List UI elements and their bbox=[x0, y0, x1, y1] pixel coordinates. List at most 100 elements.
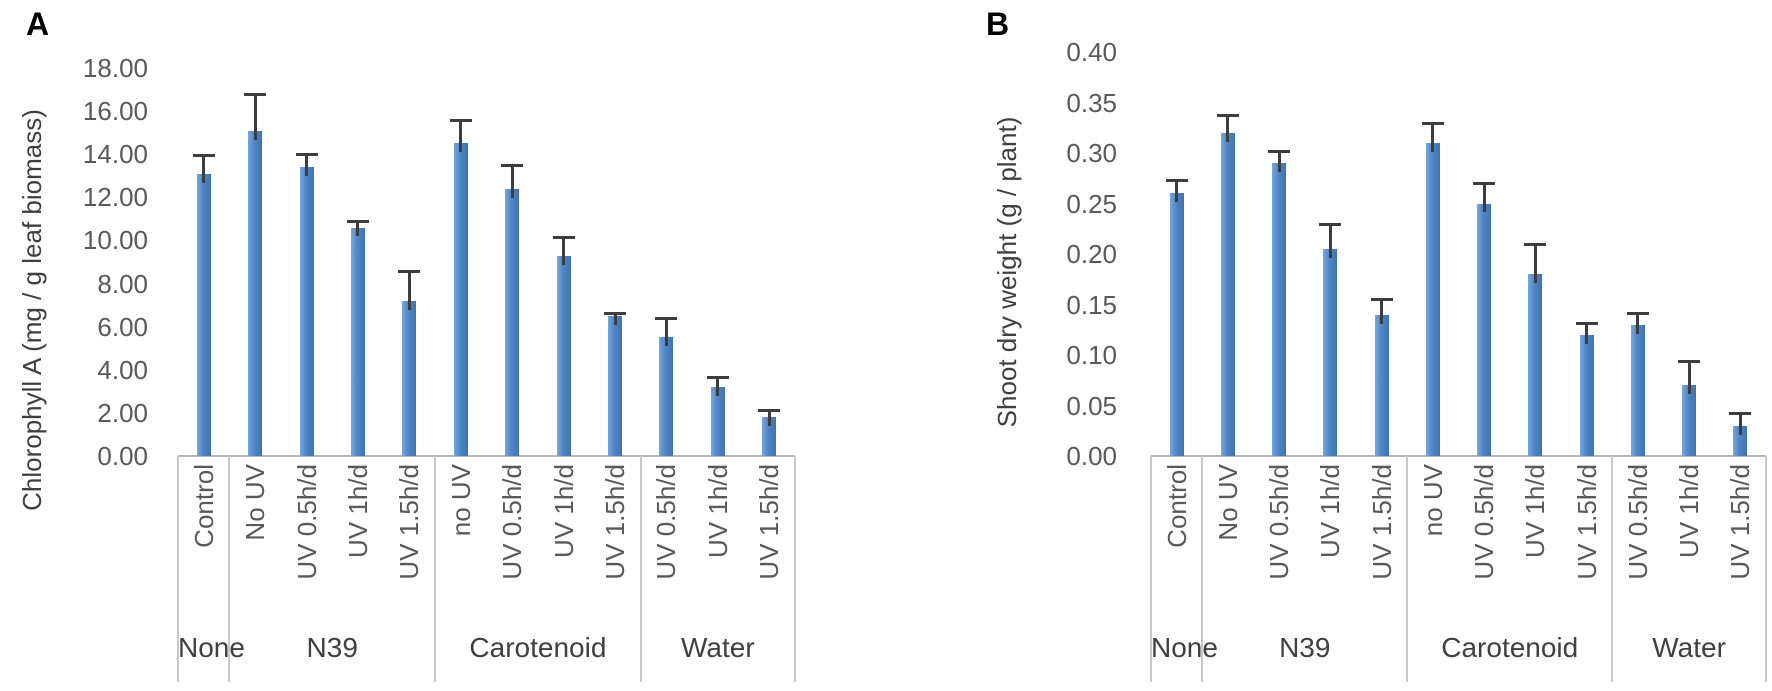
y-tick-label: 0.00 bbox=[97, 441, 148, 471]
error-bar-whisker bbox=[1175, 180, 1179, 203]
error-bar-cap bbox=[1524, 242, 1547, 246]
bar-uv-0-5h-d bbox=[1272, 163, 1287, 456]
bar-no-uv bbox=[1425, 142, 1440, 456]
error-bar-cap bbox=[1370, 298, 1393, 302]
bar-uv-1h-d bbox=[350, 227, 365, 456]
error-bar-cap bbox=[244, 92, 267, 96]
y-tick-label: 14.00 bbox=[82, 139, 148, 170]
group-divider-line bbox=[1611, 456, 1614, 682]
error-bar-cap bbox=[1473, 182, 1496, 186]
y-tick-label: 0.40 bbox=[1066, 37, 1117, 67]
error-bar-whisker bbox=[510, 165, 514, 198]
y-tick-label: 12.00 bbox=[82, 182, 148, 213]
group-label-n39: N39 bbox=[1279, 632, 1331, 663]
error-bar-whisker bbox=[1533, 243, 1537, 284]
group-label-carotenoid: Carotenoid bbox=[469, 632, 607, 663]
x-category-label-uv-1h-d: UV 1h/d bbox=[1520, 464, 1551, 558]
bar-uv-1-5h-d bbox=[1374, 314, 1389, 456]
group-divider-line bbox=[1150, 456, 1152, 682]
y-tick-label: 6.00 bbox=[97, 311, 148, 342]
y-tick-label: 10.00 bbox=[82, 225, 148, 256]
group-divider-line bbox=[228, 456, 231, 682]
error-bar-whisker bbox=[202, 155, 206, 183]
error-bar-cap bbox=[1729, 411, 1752, 415]
bar-uv-1h-d bbox=[710, 387, 725, 456]
error-bar-cap bbox=[706, 376, 729, 380]
error-bar-cap bbox=[398, 269, 421, 273]
x-category-label-control: Control bbox=[1161, 464, 1192, 548]
error-bar-whisker bbox=[716, 377, 720, 396]
error-bar-whisker bbox=[356, 221, 360, 237]
y-tick-label: 0.00 bbox=[1066, 441, 1117, 471]
error-bar-cap bbox=[1268, 149, 1291, 153]
group-divider-line bbox=[794, 456, 796, 682]
bar-control bbox=[1169, 193, 1184, 456]
error-bar-cap bbox=[1165, 179, 1188, 183]
error-bar-whisker bbox=[1226, 114, 1230, 142]
bar-uv-1-5h-d bbox=[608, 315, 623, 456]
error-bar-whisker bbox=[767, 409, 771, 427]
error-bar-whisker bbox=[1636, 312, 1640, 334]
y-tick-label: 4.00 bbox=[97, 354, 148, 385]
y-tick-label: 0.10 bbox=[1066, 340, 1117, 370]
group-divider-line bbox=[1765, 456, 1767, 682]
bar-uv-0-5h-d bbox=[1477, 203, 1492, 456]
error-bar-whisker bbox=[1328, 223, 1332, 258]
group-divider-line bbox=[434, 456, 437, 682]
x-category-label-uv-1-5h-d: UV 1.5h/d bbox=[1366, 464, 1397, 580]
error-bar-cap bbox=[501, 164, 524, 167]
group-label-carotenoid: Carotenoid bbox=[1441, 632, 1579, 663]
bar-uv-0-5h-d bbox=[659, 337, 674, 456]
y-tick-label: 0.30 bbox=[1066, 138, 1117, 168]
error-bar-cap bbox=[1626, 311, 1649, 315]
bar-uv-1h-d bbox=[1323, 248, 1338, 456]
panel-letter-a: A bbox=[26, 6, 50, 42]
x-category-label-no-uv: no UV bbox=[1417, 464, 1448, 537]
bar-uv-1h-d bbox=[1682, 385, 1697, 456]
error-bar-whisker bbox=[1687, 361, 1691, 395]
bar-uv-1-5h-d bbox=[762, 417, 777, 456]
error-bar-whisker bbox=[613, 312, 617, 325]
error-bar-cap bbox=[295, 153, 318, 157]
error-bar-whisker bbox=[1738, 412, 1742, 435]
group-label-none: None bbox=[1151, 632, 1218, 663]
x-axis-line bbox=[1151, 455, 1766, 457]
y-tick-label: 8.00 bbox=[97, 268, 148, 299]
x-category-label-uv-0-5h-d: UV 0.5h/d bbox=[1264, 464, 1295, 580]
error-bar-whisker bbox=[407, 270, 411, 310]
error-bar-cap bbox=[1575, 321, 1598, 325]
x-category-label-no-uv: No UV bbox=[1212, 464, 1243, 541]
error-bar-whisker bbox=[459, 119, 463, 153]
y-tick-label: 18.00 bbox=[82, 53, 148, 83]
error-bar-whisker bbox=[1585, 322, 1589, 344]
group-divider-line bbox=[1406, 456, 1409, 682]
bar-no-uv bbox=[1220, 132, 1235, 456]
error-bar-cap bbox=[655, 317, 678, 321]
bar-uv-1h-d bbox=[556, 255, 571, 456]
x-category-label-uv-1h-d: UV 1h/d bbox=[1315, 464, 1346, 558]
y-tick-label: 2.00 bbox=[97, 397, 148, 428]
error-bar-cap bbox=[1319, 222, 1342, 226]
y-tick-label: 0.35 bbox=[1066, 87, 1117, 118]
x-category-label-uv-0-5h-d: UV 0.5h/d bbox=[1469, 464, 1500, 580]
y-tick-label: 16.00 bbox=[82, 96, 148, 127]
bar-uv-1-5h-d bbox=[1579, 334, 1594, 456]
error-bar-whisker bbox=[664, 318, 668, 347]
bar-no-uv bbox=[453, 143, 468, 456]
error-bar-cap bbox=[604, 311, 627, 315]
error-bar-whisker bbox=[253, 93, 257, 140]
bar-uv-1-5h-d bbox=[402, 300, 417, 456]
bar-uv-0-5h-d bbox=[299, 167, 314, 456]
x-category-label-uv-1h-d: UV 1h/d bbox=[1674, 464, 1705, 558]
y-tick-label: 0.25 bbox=[1066, 188, 1117, 219]
group-label-water: Water bbox=[681, 632, 755, 663]
error-bar-cap bbox=[346, 220, 369, 224]
group-divider-line bbox=[639, 456, 642, 682]
error-bar-cap bbox=[552, 236, 575, 240]
error-bar-cap bbox=[758, 408, 781, 412]
bar-control bbox=[196, 173, 211, 456]
group-divider-line bbox=[1201, 456, 1204, 682]
